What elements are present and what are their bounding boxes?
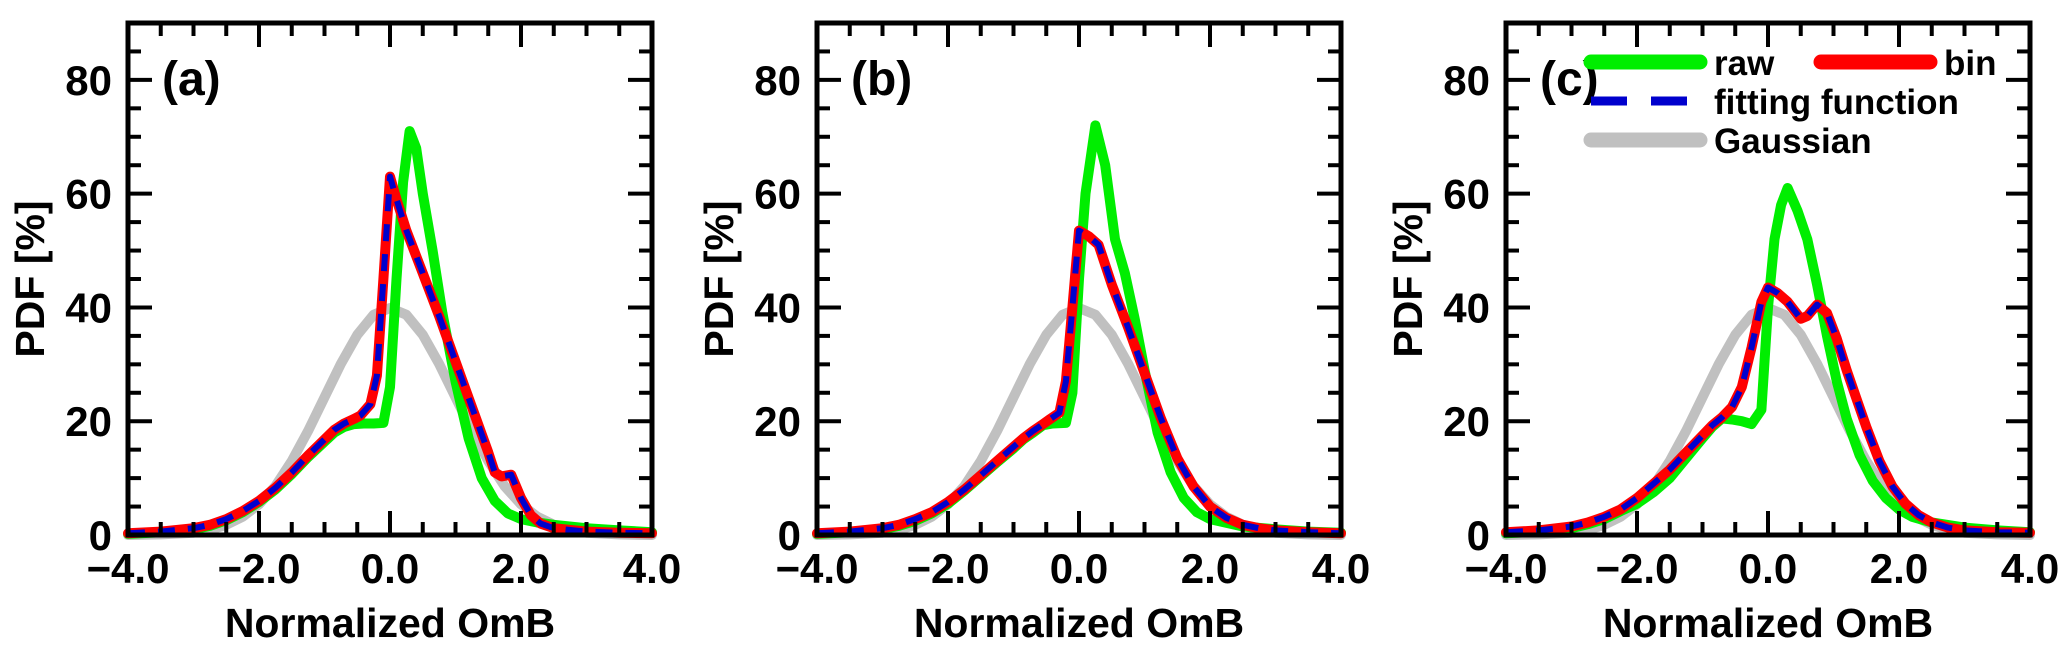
x-tick-label: −2.0 (218, 545, 301, 592)
y-tick-label: 0 (89, 512, 112, 559)
legend-label-bin: bin (1944, 44, 1996, 83)
panel-c-plot: −4.0 −2.0 0.0 2.0 4.0 0 20 40 60 80 Normalized OmB… (1385, 20, 2059, 646)
y-tick-label: 40 (754, 284, 801, 331)
y-axis-title: PDF [%] (696, 200, 742, 357)
x-tick-label: 2.0 (1181, 545, 1239, 592)
panel-letter: (b) (851, 53, 912, 106)
y-tick-label: 20 (1443, 398, 1490, 445)
x-tick-label: −4.0 (1465, 545, 1548, 592)
legend-label-fitting-function: fitting function (1714, 83, 1959, 122)
x-axis-title: Normalized OmB (914, 600, 1244, 646)
x-tick-label: −4.0 (776, 545, 859, 592)
x-axis-title: Normalized OmB (1603, 600, 1933, 646)
x-axis-title: Normalized OmB (225, 600, 555, 646)
x-tick-label: 4.0 (623, 545, 681, 592)
panel-c: −4.0 −2.0 0.0 2.0 4.0 0 20 40 60 80 Normalized OmB… (1378, 0, 2067, 659)
y-tick-label: 40 (65, 284, 112, 331)
y-tick-label: 0 (778, 512, 801, 559)
x-tick-label: 0.0 (1739, 545, 1797, 592)
x-tick-label: −2.0 (1596, 545, 1679, 592)
x-tick-label: 0.0 (1050, 545, 1108, 592)
raw-series-line (812, 120, 1346, 539)
y-tick-label: 20 (65, 398, 112, 445)
x-tick-label: 4.0 (2001, 545, 2059, 592)
raw-series-line (1501, 183, 2035, 539)
y-tick-label: 60 (754, 171, 801, 218)
x-tick-label: 4.0 (1312, 545, 1370, 592)
bin-series-line (812, 225, 1346, 539)
y-tick-label: 80 (754, 57, 801, 104)
panel-b-plot: −4.0 −2.0 0.0 2.0 4.0 0 20 40 60 80 Normalized OmB… (696, 20, 1370, 646)
y-tick-label: 0 (1467, 512, 1490, 559)
x-tick-label: −4.0 (87, 545, 170, 592)
fitting-function-series-line (816, 227, 1342, 537)
x-tick-label: 0.0 (361, 545, 419, 592)
bin-series-line (1501, 282, 2035, 538)
y-axis-title: PDF [%] (7, 200, 53, 357)
fitting-function-series-line (127, 173, 653, 537)
panel-a-plot: −4.0 −2.0 0.0 2.0 4.0 0 20 40 60 80 Normalized OmB… (7, 20, 681, 646)
y-tick-label: 60 (1443, 171, 1490, 218)
legend-label-Gaussian: Gaussian (1714, 122, 1872, 161)
x-tick-label: 2.0 (1870, 545, 1928, 592)
panel-letter: (a) (162, 53, 221, 106)
legend-label-raw: raw (1714, 44, 1775, 83)
x-tick-label: 2.0 (492, 545, 550, 592)
y-axis-title: PDF [%] (1385, 200, 1431, 357)
x-tick-label: −2.0 (907, 545, 990, 592)
panel-a: −4.0 −2.0 0.0 2.0 4.0 0 20 40 60 80 Normalized OmB… (0, 0, 689, 659)
y-tick-label: 20 (754, 398, 801, 445)
y-tick-label: 60 (65, 171, 112, 218)
y-tick-label: 40 (1443, 284, 1490, 331)
y-tick-label: 80 (65, 57, 112, 104)
y-tick-label: 80 (1443, 57, 1490, 104)
panel-b: −4.0 −2.0 0.0 2.0 4.0 0 20 40 60 80 Normalized OmB… (689, 0, 1378, 659)
